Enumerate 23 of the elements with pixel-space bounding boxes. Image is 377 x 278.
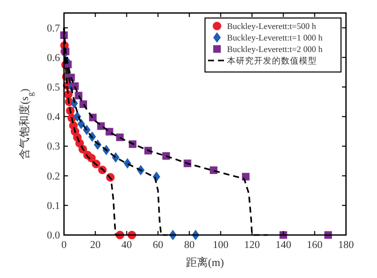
y-tick-label: 0.0: [46, 230, 60, 242]
y-tick-label: 0.6: [46, 52, 60, 64]
x-axis-title: 距离(m): [186, 256, 224, 269]
y-tick-label: 0.1: [46, 200, 60, 212]
x-tick-label: 60: [152, 240, 164, 251]
x-tick-label: 120: [244, 240, 260, 251]
y-tick-label: 0.4: [46, 112, 61, 124]
y-tick-label: 0.7: [46, 23, 60, 34]
x-tick-label: 160: [306, 240, 323, 251]
y-tick-label: 0.3: [46, 142, 60, 153]
x-tick-label: 140: [275, 240, 292, 251]
x-tick-label: 40: [121, 240, 132, 251]
y-tick-label: 0.5: [46, 82, 60, 94]
legend-label: 本研究开发的数值模型: [227, 56, 317, 66]
x-tick-label: 180: [338, 240, 354, 251]
x-tick-label: 100: [212, 240, 229, 251]
y-tick-label: 0.2: [46, 171, 60, 182]
legend-label: Buckley-Leverett:t=2 000 h: [227, 44, 324, 54]
legend-label: Buckley-Leverett:t=500 h: [227, 21, 317, 32]
legend-label: Buckley-Leverett:t=1 000 h: [227, 32, 324, 43]
x-tick-label: 0: [61, 240, 67, 251]
x-tick-label: 20: [90, 240, 101, 251]
x-tick-label: 80: [184, 240, 195, 251]
